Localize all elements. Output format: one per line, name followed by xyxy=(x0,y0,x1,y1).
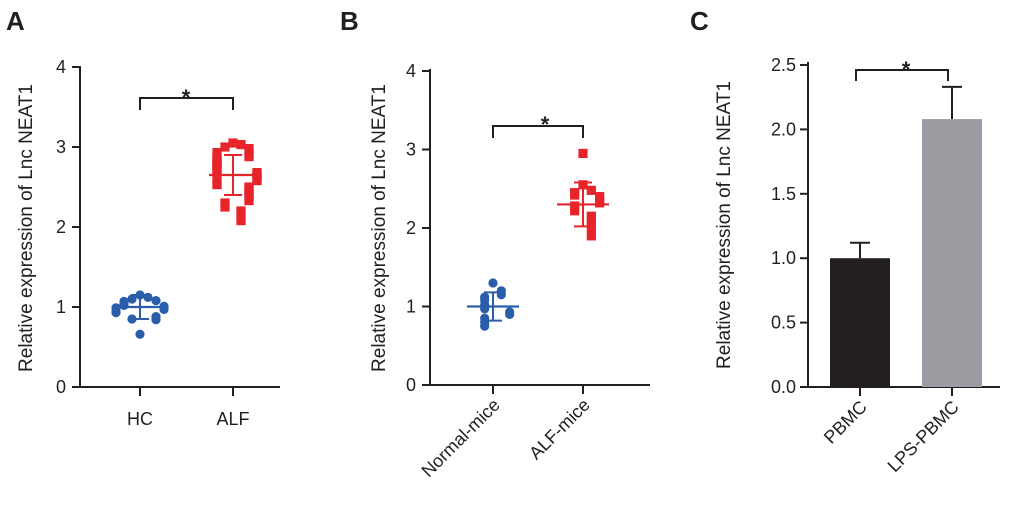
panel-a: A Relative expression of Lnc NEAT1 0 1 2… xyxy=(6,6,280,429)
panel-c: C Relative expression of Lnc NEAT1 0.0 0… xyxy=(690,6,1000,476)
panel-c-y-tick-label: 1.0 xyxy=(771,248,796,268)
panel-a-y-tick-label: 4 xyxy=(56,57,66,77)
panel-b-point-alf-mice xyxy=(586,215,596,225)
panel-c-y-tick-label: 0.5 xyxy=(771,313,796,333)
panel-b-point-alf-mice xyxy=(570,201,580,211)
panel-b-y-tick-label: 4 xyxy=(406,61,416,81)
panel-a-point-alf xyxy=(236,140,246,150)
panel-b-y-ticks: 0 1 2 3 4 xyxy=(406,61,430,395)
panel-b-point-alf-mice xyxy=(595,198,605,208)
panel-a-x-tick-label-hc: HC xyxy=(127,409,153,429)
panel-a-point-alf xyxy=(244,152,254,162)
panel-b-y-tick-label: 2 xyxy=(406,218,416,238)
panel-a-point-hc xyxy=(151,315,161,325)
panel-a-y-tick-label: 2 xyxy=(56,217,66,237)
panel-c-y-tick-label: 1.5 xyxy=(771,184,796,204)
panel-c-x-tick-label-lps-pbmc: LPS-PBMC xyxy=(884,397,963,476)
panel-a-data-points xyxy=(111,138,262,339)
panel-b-y-tick-label: 3 xyxy=(406,140,416,160)
panel-b-point-alf-mice xyxy=(586,231,596,241)
panel-a-point-hc xyxy=(127,294,137,304)
panel-a-point-hc xyxy=(135,329,145,339)
panel-a-point-alf xyxy=(236,216,246,226)
panel-a-point-hc xyxy=(151,296,161,306)
panel-b-y-tick-label: 0 xyxy=(406,375,416,395)
panel-a-y-ticks: 0 1 2 3 4 xyxy=(56,57,80,397)
panel-a-significance-star: * xyxy=(182,85,191,110)
panel-c-y-tick-label: 0.0 xyxy=(771,377,796,397)
panel-b-point-alf-mice xyxy=(570,206,580,216)
panel-a-point-hc xyxy=(119,300,129,310)
panel-b: B Relative expression of Lnc NEAT1 0 1 2… xyxy=(340,6,650,481)
panel-c-y-ticks: 0.0 0.5 1.0 1.5 2.0 2.5 xyxy=(771,55,808,397)
panel-b-point-alf-mice xyxy=(578,148,588,159)
panel-a-x-tick-label-alf: ALF xyxy=(216,409,249,429)
panel-a-y-axis-label: Relative expression of Lnc NEAT1 xyxy=(16,84,37,372)
panel-a-point-alf xyxy=(244,196,254,206)
panel-b-x-tick-label-normal-mice: Normal-mice xyxy=(418,395,504,481)
panel-a-y-tick-label: 0 xyxy=(56,377,66,397)
panel-a-letter: A xyxy=(6,6,25,36)
panel-b-point-alf-mice xyxy=(586,223,596,233)
panel-a-point-alf xyxy=(212,180,222,190)
panel-b-point-normal-mice xyxy=(488,278,498,288)
panel-a-point-alf xyxy=(220,142,230,152)
panel-b-point-alf-mice xyxy=(570,190,580,200)
panel-c-y-tick-label: 2.5 xyxy=(771,55,796,75)
panel-a-point-alf xyxy=(228,138,238,148)
panel-b-data-points xyxy=(467,148,609,331)
panel-c-y-tick-label: 2.0 xyxy=(771,119,796,139)
panel-c-bars xyxy=(830,85,982,387)
panel-a-point-alf xyxy=(236,210,246,220)
panel-b-x-tick-label-alf-mice: ALF-mice xyxy=(525,395,594,464)
panel-c-significance-star: * xyxy=(902,57,911,82)
panel-b-y-axis-label: Relative expression of Lnc NEAT1 xyxy=(369,84,390,372)
panel-b-point-normal-mice xyxy=(505,309,515,319)
panel-c-letter: C xyxy=(690,6,709,36)
panel-a-point-alf xyxy=(212,148,222,158)
panel-a-y-tick-label: 1 xyxy=(56,297,66,317)
panel-a-point-alf xyxy=(252,176,262,186)
panel-b-point-alf-mice xyxy=(586,185,596,195)
panel-a-y-tick-label: 3 xyxy=(56,137,66,157)
panel-b-point-normal-mice xyxy=(480,321,490,331)
panel-b-significance-star: * xyxy=(541,112,550,137)
panel-a-point-alf xyxy=(220,202,230,212)
panel-c-significance-bracket xyxy=(855,69,949,81)
panel-b-letter: B xyxy=(340,6,359,36)
panel-a-point-hc xyxy=(111,308,121,318)
panel-b-significance-bracket xyxy=(492,125,584,138)
panel-a-significance-bracket xyxy=(139,97,234,110)
panel-c-bar-pbmc xyxy=(830,258,890,387)
panel-c-x-tick-label-pbmc: PBMC xyxy=(820,397,871,448)
panel-b-y-tick-label: 1 xyxy=(406,297,416,317)
panel-c-y-axis-label: Relative expression of Lnc NEAT1 xyxy=(714,81,735,369)
panel-c-bar-lps-pbmc xyxy=(922,119,982,387)
